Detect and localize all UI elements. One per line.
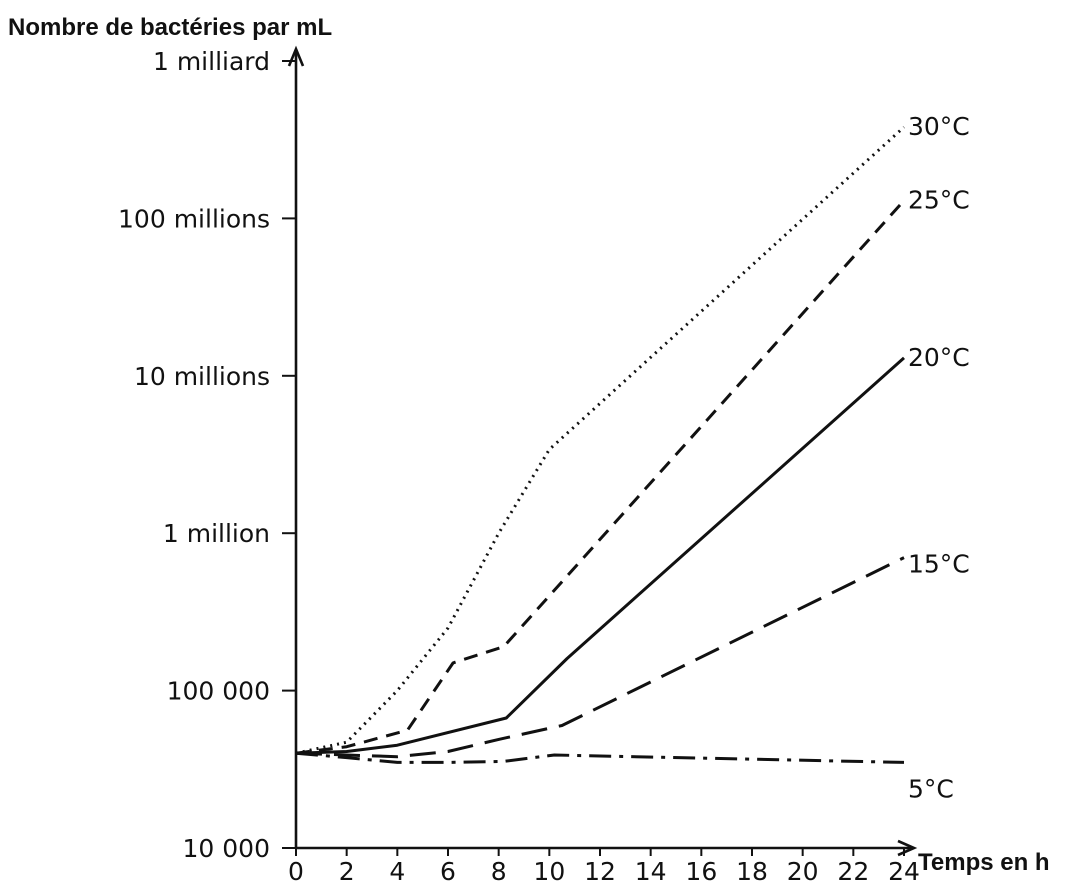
y-axis-title: Nombre de bactéries par mL xyxy=(8,14,332,41)
x-tick-label: 8 xyxy=(491,857,507,885)
series-line xyxy=(295,751,905,764)
series-lines xyxy=(295,125,906,764)
x-ticks: 0 2 4 6 8 10 12 14 16 18 20 22 24 xyxy=(288,848,920,885)
axes xyxy=(287,45,918,857)
y-tick-label: 100 millions xyxy=(118,204,270,233)
series-labels: 30°C 25°C 20°C 15°C 5°C xyxy=(908,112,970,803)
x-tick-label: 10 xyxy=(533,857,565,885)
x-tick-label: 6 xyxy=(440,857,456,885)
y-ticks: 10 000 100 000 1 million 10 millions 100 mil… xyxy=(118,47,296,863)
y-tick-label: 10 millions xyxy=(134,362,270,391)
series-line xyxy=(295,125,906,755)
x-tick-label: 24 xyxy=(888,857,920,885)
series-label: 15°C xyxy=(908,550,970,579)
y-tick-label: 100 000 xyxy=(167,677,270,706)
x-tick-label: 22 xyxy=(837,857,869,885)
x-tick-label: 0 xyxy=(288,857,304,885)
x-axis-title: Temps en h xyxy=(918,849,1050,876)
series-label: 30°C xyxy=(908,112,970,141)
series-label: 25°C xyxy=(908,185,970,214)
y-tick-label: 10 000 xyxy=(183,834,270,863)
series-line xyxy=(295,556,905,759)
y-tick-label: 1 million xyxy=(163,519,270,548)
x-tick-label: 18 xyxy=(736,857,768,885)
y-tick-label: 1 milliard xyxy=(153,47,270,76)
x-tick-label: 14 xyxy=(635,857,667,885)
x-tick-label: 12 xyxy=(584,857,616,885)
series-label: 5°C xyxy=(908,774,954,803)
series-line xyxy=(295,356,905,755)
x-tick-label: 4 xyxy=(389,857,405,885)
x-tick-label: 20 xyxy=(787,857,819,885)
x-tick-label: 16 xyxy=(685,857,717,885)
series-label: 20°C xyxy=(908,343,970,372)
x-tick-label: 2 xyxy=(339,857,355,885)
series-line xyxy=(295,199,906,755)
